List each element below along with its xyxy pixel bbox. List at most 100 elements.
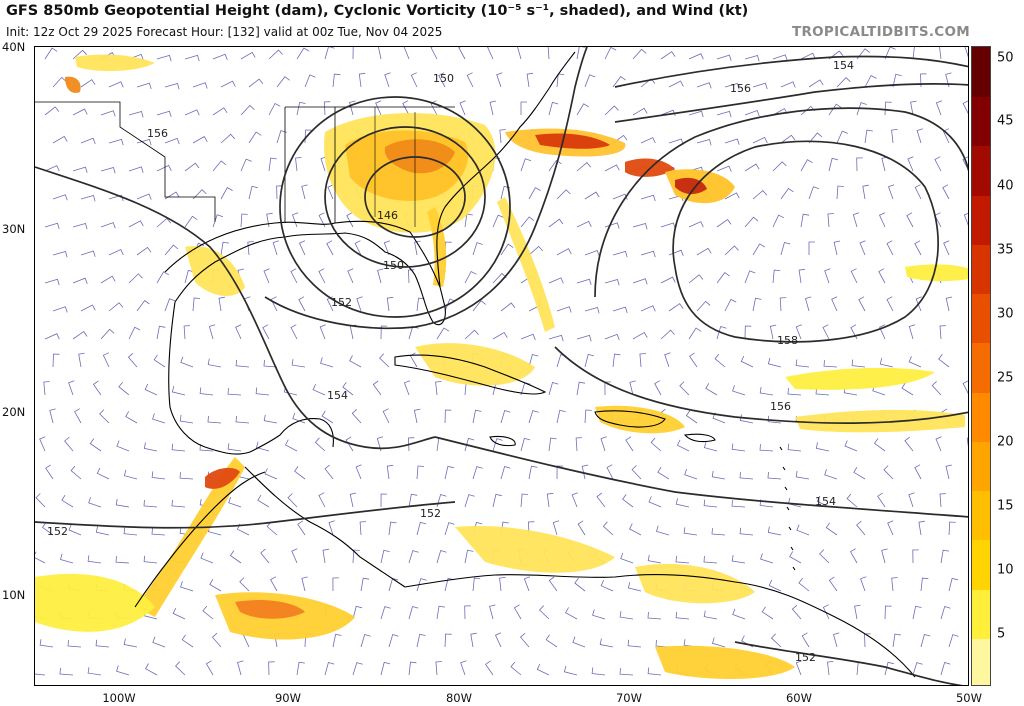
wind-barb: [416, 465, 425, 480]
wind-barb: [846, 493, 858, 508]
wind-barb: [650, 437, 662, 452]
wind-barb: [612, 193, 628, 200]
wind-barb: [716, 165, 732, 172]
wind-barb: [380, 325, 388, 340]
wind-barb: [740, 355, 754, 368]
wind-barb: [430, 100, 438, 116]
wind-barb: [772, 54, 788, 61]
wind-barb: [156, 325, 166, 340]
wind-barb: [290, 324, 298, 340]
wind-barb: [499, 129, 506, 144]
wind-barb: [220, 187, 233, 200]
wind-barb: [647, 667, 662, 676]
wind-barb: [940, 549, 950, 564]
wind-barb: [72, 331, 88, 340]
wind-barb: [619, 611, 634, 620]
wind-barb: [912, 47, 921, 60]
wind-barb: [647, 554, 662, 564]
wind-barb: [175, 661, 186, 676]
wind-barb: [703, 610, 718, 620]
wind-barb: [920, 577, 929, 592]
wind-barb: [464, 549, 474, 564]
wind-barb: [795, 324, 802, 340]
colorbar-segment: [972, 293, 990, 344]
wind-barb: [825, 522, 838, 536]
wind-barb: [342, 382, 354, 396]
wind-barb: [724, 298, 737, 312]
wind-barb: [87, 555, 102, 564]
wind-barb: [360, 634, 371, 648]
wind-barb: [873, 438, 886, 452]
wind-barb: [772, 161, 787, 172]
wind-barb: [724, 138, 740, 145]
wind-barb: [962, 100, 968, 114]
wind-barb: [576, 381, 586, 396]
wind-barb: [675, 498, 690, 508]
wind-barb: [517, 47, 522, 60]
wind-barb: [212, 160, 227, 172]
wind-barb: [883, 465, 894, 480]
wind-barb: [235, 324, 242, 340]
wind-barb: [108, 302, 124, 312]
wind-barb: [44, 222, 60, 230]
wind-barb: [787, 443, 802, 452]
colorbar-label: 25: [997, 370, 1014, 386]
wind-barb: [136, 138, 152, 146]
wind-barb: [464, 494, 475, 508]
wind-barb: [528, 465, 538, 480]
wind-barb: [240, 213, 248, 228]
wind-barb: [787, 497, 802, 508]
wind-barb: [164, 137, 180, 145]
wind-barb: [859, 240, 866, 256]
wind-barb: [683, 527, 698, 536]
wind-barb: [264, 468, 278, 480]
wind-barb: [123, 469, 138, 480]
wind-barb: [908, 356, 922, 368]
wind-barb: [487, 47, 494, 60]
wind-barb: [72, 49, 87, 60]
wind-barb: [627, 639, 642, 648]
wind-barb: [604, 333, 620, 341]
wind-barb: [887, 520, 894, 536]
wind-barb: [906, 212, 914, 228]
wind-barb: [268, 102, 281, 116]
wind-barb: [640, 137, 656, 144]
wind-barb: [918, 520, 925, 536]
wind-barb: [164, 83, 180, 90]
wind-barb: [408, 606, 419, 620]
wind-barb: [164, 298, 176, 312]
wind-barb: [459, 100, 466, 116]
wind-barb: [612, 353, 621, 368]
wind-barb: [604, 222, 620, 229]
wind-barb: [584, 307, 600, 314]
wind-barb: [87, 667, 102, 676]
wind-barb: [355, 464, 362, 480]
wind-barb: [660, 222, 676, 229]
wind-barb: [464, 213, 473, 228]
wind-barb: [655, 639, 670, 648]
wind-barb: [181, 634, 194, 648]
wind-barb: [935, 100, 943, 116]
wind-barb: [239, 577, 250, 592]
wind-barb: [711, 470, 726, 480]
colorbar-segment: [972, 342, 990, 393]
wind-barb: [791, 604, 802, 620]
wind-barb: [318, 268, 326, 284]
wind-barb: [314, 437, 326, 452]
wind-barb: [205, 660, 214, 676]
wind-barb: [688, 221, 704, 228]
colorbar-segment: [972, 440, 990, 492]
contour-label: 152: [47, 525, 68, 538]
wind-barb: [171, 443, 186, 452]
wind-barb: [836, 130, 848, 144]
wind-barb: [116, 665, 130, 676]
wind-barb: [115, 498, 130, 508]
wind-barb: [291, 548, 298, 564]
wind-barb: [877, 492, 886, 508]
wind-barb: [464, 270, 477, 284]
wind-barb: [780, 134, 796, 144]
wind-barb: [212, 214, 224, 228]
wind-barb: [80, 79, 96, 88]
wind-barb: [798, 268, 806, 284]
wind-barb: [824, 469, 838, 480]
